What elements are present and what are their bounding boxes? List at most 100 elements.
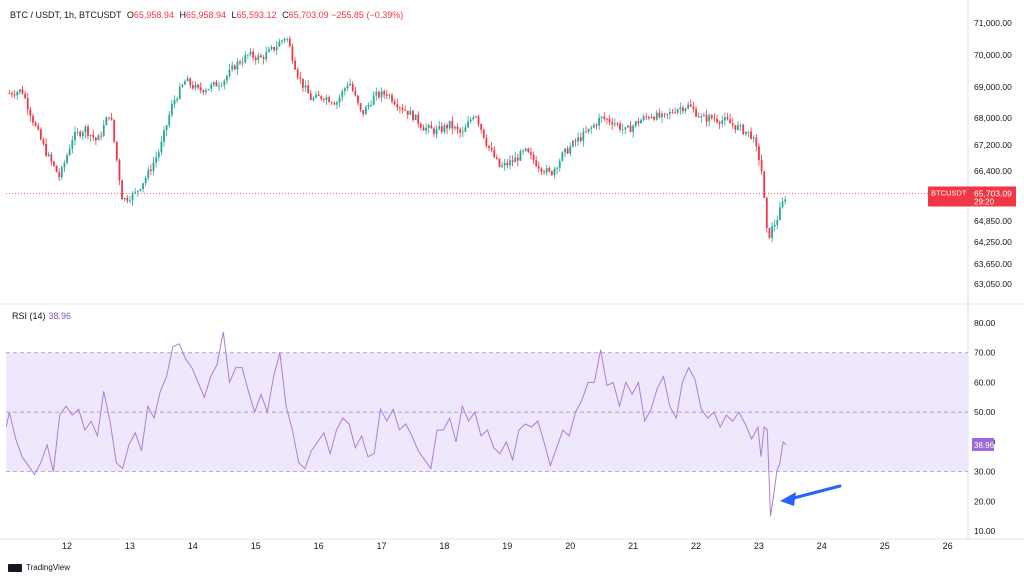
candle-body xyxy=(336,102,338,105)
candle-body xyxy=(734,125,737,130)
rsi-label[interactable]: RSI (14) xyxy=(12,311,46,321)
low-value: 65,593.12 xyxy=(236,10,277,20)
candle-body xyxy=(212,82,215,85)
candle-body xyxy=(58,172,61,178)
candle-body xyxy=(752,137,755,139)
candle-body xyxy=(18,89,21,92)
candle-body xyxy=(184,81,186,85)
candle-body xyxy=(197,84,199,88)
candle-body xyxy=(726,117,729,120)
candle-body xyxy=(650,116,653,119)
candle-body xyxy=(674,112,676,114)
candle-body xyxy=(640,120,642,124)
candle-body xyxy=(126,197,129,201)
candle-body xyxy=(459,129,462,133)
candle-body xyxy=(378,92,380,98)
candle-body xyxy=(571,140,574,147)
candle-body xyxy=(409,110,412,115)
symbol-title[interactable]: BTC / USDT, 1h, BTCUSDT xyxy=(10,10,122,20)
candle-body xyxy=(663,113,666,115)
candle-body xyxy=(131,192,134,201)
candle-body xyxy=(288,38,291,47)
rsi-tick-label: 50.00 xyxy=(974,407,996,417)
candle-body xyxy=(737,125,739,130)
time-tick-label: 16 xyxy=(314,541,324,551)
candle-body xyxy=(671,111,674,113)
candle-body xyxy=(241,62,244,64)
close-label: C xyxy=(282,10,289,20)
candle-body xyxy=(89,134,92,136)
candle-body xyxy=(231,65,234,70)
annotation-arrow-shaft xyxy=(788,484,842,501)
candle-body xyxy=(11,93,13,95)
candle-body xyxy=(396,104,399,108)
candle-body xyxy=(666,113,669,115)
candle-body xyxy=(705,114,708,122)
candle-body xyxy=(249,51,252,55)
candle-body xyxy=(260,55,262,58)
candle-body xyxy=(286,38,289,40)
candle-body xyxy=(136,190,139,192)
candle-body xyxy=(606,118,608,120)
rsi-tick-label: 80.00 xyxy=(974,318,996,328)
candle-body xyxy=(498,158,501,167)
candle-body xyxy=(152,162,155,171)
candle-body xyxy=(372,95,375,105)
time-tick-label: 15 xyxy=(251,541,261,551)
candle-body xyxy=(750,131,752,139)
candle-body xyxy=(53,161,55,166)
candle-body xyxy=(66,155,68,163)
candle-body xyxy=(346,85,349,89)
candle-body xyxy=(760,160,763,172)
candle-body xyxy=(551,171,553,175)
candle-body xyxy=(668,111,671,114)
candle-body xyxy=(710,115,713,119)
candle-body xyxy=(451,120,454,129)
candle-body xyxy=(47,154,50,156)
rsi-band xyxy=(6,352,968,472)
candle-body xyxy=(170,104,173,115)
candle-body xyxy=(309,93,312,101)
candle-body xyxy=(446,124,448,129)
candle-body xyxy=(341,91,344,98)
price-badge-axis xyxy=(972,186,1016,207)
candle-body xyxy=(228,69,231,76)
candle-body xyxy=(564,148,566,153)
candle-body xyxy=(283,38,286,41)
candle-body xyxy=(527,148,530,153)
tradingview-branding[interactable]: TradingView xyxy=(8,563,70,572)
candle-body xyxy=(419,123,422,128)
candle-body xyxy=(357,95,359,104)
rsi-tick-label: 60.00 xyxy=(974,377,996,387)
time-tick-label: 13 xyxy=(125,541,135,551)
high-label: H xyxy=(179,10,186,20)
candle-body xyxy=(461,131,464,133)
price-tick-label: 68,000.00 xyxy=(974,113,1012,123)
candle-body xyxy=(100,135,103,137)
candle-body xyxy=(257,55,260,60)
candle-body xyxy=(430,125,433,129)
candle-body xyxy=(758,146,760,161)
candle-body xyxy=(29,109,32,116)
candle-body xyxy=(294,60,296,70)
candle-body xyxy=(511,160,514,163)
low-label: L xyxy=(231,10,237,20)
candle-body xyxy=(676,109,679,113)
candle-body xyxy=(223,80,226,86)
candle-body xyxy=(37,125,40,130)
candle-body xyxy=(312,97,315,101)
candle-body xyxy=(291,46,294,61)
price-tick-label: 70,000.00 xyxy=(974,50,1012,60)
candle-body xyxy=(79,131,82,137)
candle-body xyxy=(493,149,496,158)
candle-body xyxy=(121,180,123,200)
candle-body xyxy=(501,165,504,167)
time-tick-label: 25 xyxy=(880,541,890,551)
candle-body xyxy=(558,160,561,168)
price-tick-label: 64,850.00 xyxy=(974,216,1012,226)
rsi-tick-label: 20.00 xyxy=(974,496,996,506)
time-tick-label: 22 xyxy=(691,541,701,551)
candle-body xyxy=(207,88,210,91)
time-tick-label: 26 xyxy=(943,541,953,551)
